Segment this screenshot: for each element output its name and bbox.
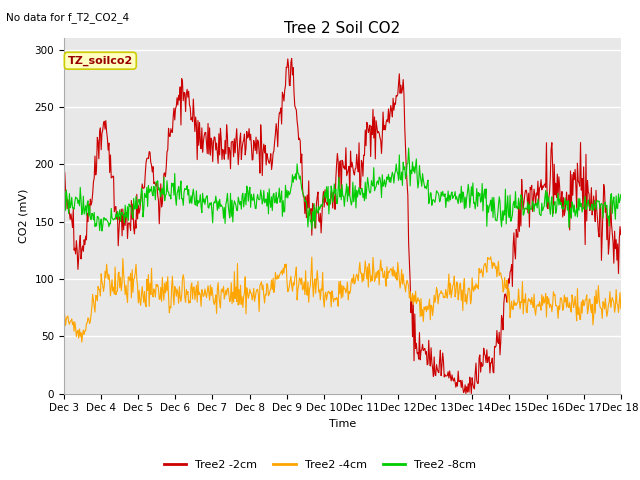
Tree2 -4cm [78, 339, 86, 345]
Tree2 -8cm [617, 192, 625, 197]
Tree2 -4cm [428, 302, 435, 308]
Tree2 -4cm [617, 306, 625, 312]
Tree2 -4cm [185, 300, 193, 306]
Text: TZ_soilco2: TZ_soilco2 [68, 56, 133, 66]
Tree2 -4cm [214, 280, 222, 286]
Tree2 -2cm [462, 391, 470, 396]
Tree2 -2cm [617, 232, 625, 238]
X-axis label: Time: Time [329, 419, 356, 429]
Y-axis label: CO2 (mV): CO2 (mV) [19, 189, 29, 243]
Line: Tree2 -2cm: Tree2 -2cm [64, 59, 621, 394]
Tree2 -2cm [411, 311, 419, 317]
Text: No data for f_T2_CO2_4: No data for f_T2_CO2_4 [6, 12, 129, 23]
Tree2 -8cm [60, 196, 68, 202]
Title: Tree 2 Soil CO2: Tree 2 Soil CO2 [284, 21, 401, 36]
Tree2 -8cm [214, 198, 222, 204]
Tree2 -2cm [184, 95, 192, 100]
Legend: Tree2 -2cm, Tree2 -4cm, Tree2 -8cm: Tree2 -2cm, Tree2 -4cm, Tree2 -8cm [159, 456, 481, 474]
Tree2 -2cm [288, 56, 296, 61]
Line: Tree2 -8cm: Tree2 -8cm [64, 148, 621, 231]
Line: Tree2 -4cm: Tree2 -4cm [64, 257, 621, 342]
Tree2 -4cm [70, 328, 78, 334]
Tree2 -8cm [428, 203, 436, 208]
Tree2 -8cm [412, 163, 419, 168]
Tree2 -2cm [70, 247, 78, 253]
Tree2 -4cm [60, 306, 68, 312]
Tree2 -2cm [60, 192, 68, 198]
Tree2 -4cm [411, 299, 419, 305]
Tree2 -4cm [487, 254, 495, 260]
Tree2 -8cm [404, 145, 412, 151]
Tree2 -2cm [127, 198, 135, 204]
Tree2 -2cm [428, 345, 435, 351]
Tree2 -2cm [214, 150, 221, 156]
Tree2 -8cm [70, 206, 78, 212]
Tree2 -8cm [185, 187, 193, 192]
Tree2 -8cm [128, 212, 136, 217]
Tree2 -8cm [98, 228, 106, 234]
Tree2 -4cm [128, 267, 136, 273]
